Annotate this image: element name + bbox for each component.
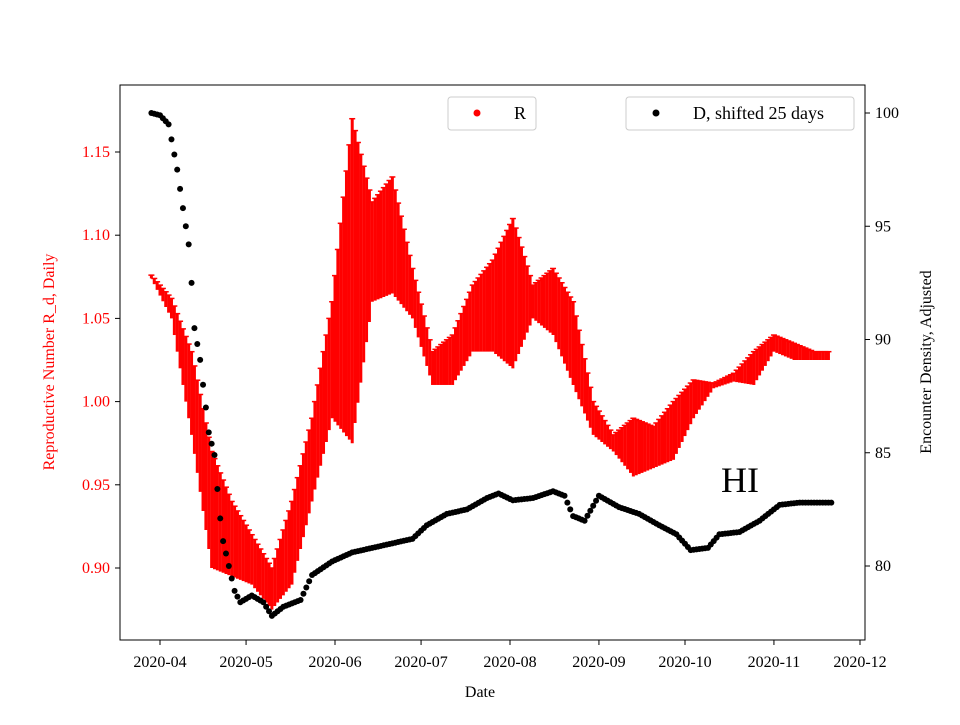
y-left-tick-label: 0.95: [82, 477, 110, 494]
x-tick-label: 2020-08: [483, 654, 536, 671]
x-axis-label: Date: [465, 684, 495, 701]
legend-r-box: [447, 96, 537, 131]
d-point: [297, 596, 304, 603]
d-point: [231, 587, 238, 594]
d-point: [593, 497, 600, 504]
d-point: [200, 381, 207, 388]
d-point: [228, 575, 235, 582]
d-point: [217, 515, 224, 522]
y-left-axis-label: Reproductive Number R_d, Daily: [41, 254, 58, 471]
d-point: [185, 241, 192, 248]
d-point: [174, 166, 181, 173]
d-point: [828, 499, 835, 506]
d-point: [263, 603, 270, 610]
d-point: [306, 578, 313, 585]
d-point: [222, 550, 229, 557]
y-right-tick-label: 85: [875, 445, 891, 462]
d-point: [234, 593, 241, 600]
d-point: [564, 499, 571, 506]
d-point: [165, 121, 172, 128]
d-point: [202, 404, 209, 411]
d-point: [260, 599, 267, 606]
d-point: [188, 279, 195, 286]
legend-r-marker: [473, 109, 481, 117]
x-tick-label: 2020-06: [308, 654, 361, 671]
y-right-axis-label: Encounter Density, Adjusted: [918, 270, 935, 453]
d-point: [182, 223, 189, 230]
d-point: [177, 185, 184, 192]
legend-d-label: D, shifted 25 days: [693, 103, 824, 123]
x-tick-label: 2020-05: [219, 654, 272, 671]
d-point: [171, 151, 178, 158]
d-point: [581, 517, 588, 524]
legend-d-box: [625, 96, 855, 131]
d-point: [561, 492, 568, 499]
d-point: [197, 356, 204, 363]
hi-annotation: HI: [721, 460, 759, 500]
d-point: [220, 538, 227, 545]
d-point: [225, 563, 232, 569]
y-right-tick-label: 100: [875, 105, 899, 122]
x-tick-label: 2020-11: [748, 654, 801, 671]
d-point: [205, 429, 212, 436]
d-point: [208, 440, 215, 447]
y-right-tick-label: 90: [875, 332, 891, 349]
x-tick-label: 2020-10: [658, 654, 711, 671]
y-left-tick-label: 1.00: [82, 394, 110, 411]
legend-d: D, shifted 25 days: [625, 96, 855, 131]
legend-r-label: R: [514, 103, 526, 123]
d-point: [214, 485, 221, 492]
y-left-tick-label: 1.15: [82, 144, 110, 161]
x-tick-label: 2020-04: [133, 654, 186, 671]
x-tick-label: 2020-12: [833, 654, 886, 671]
legend-r: R: [447, 96, 537, 131]
plot-frame: [119, 84, 866, 641]
y-left-tick-label: 1.10: [82, 227, 110, 244]
d-point: [211, 452, 218, 459]
d-point: [194, 341, 201, 348]
d-point: [168, 136, 175, 143]
d-point: [584, 512, 591, 519]
y-left-tick-label: 1.05: [82, 310, 110, 327]
d-point: [587, 507, 594, 514]
d-point: [266, 608, 273, 615]
d-point: [300, 590, 307, 597]
x-tick-label: 2020-07: [394, 654, 447, 671]
d-point: [191, 325, 198, 332]
x-tick-label: 2020-09: [572, 654, 625, 671]
d-point: [303, 584, 310, 591]
y-right-tick-label: 95: [875, 218, 891, 235]
y-right-tick-label: 80: [875, 558, 891, 575]
y-left-tick-label: 0.90: [82, 560, 110, 577]
d-point: [179, 205, 186, 212]
d-point: [567, 506, 574, 513]
legend-d-marker: [652, 109, 660, 117]
d-point: [590, 502, 597, 509]
